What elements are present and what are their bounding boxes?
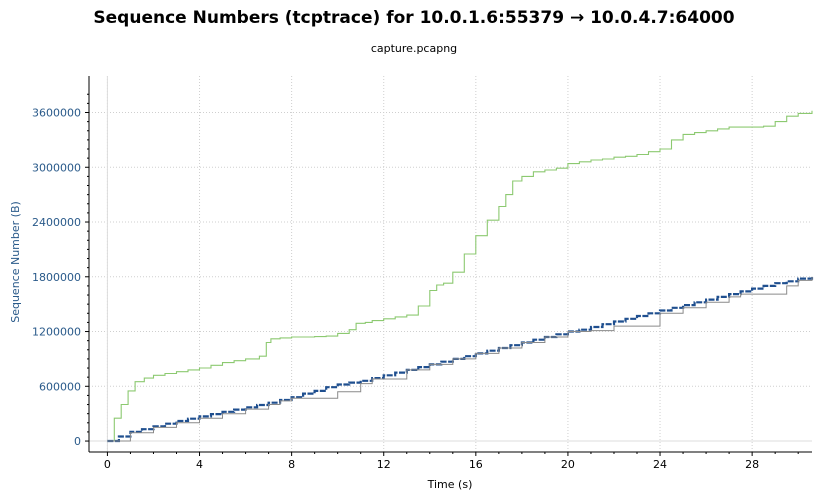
y-tick-label-5: 3000000 — [32, 161, 81, 174]
y-tick-label-4: 2400000 — [32, 216, 81, 229]
x-tick-label-3: 12 — [377, 458, 391, 471]
x-tick-label-2: 8 — [288, 458, 295, 471]
grid-lines — [89, 76, 812, 452]
window-series-line — [107, 110, 813, 442]
y-tick-label-3: 1800000 — [32, 271, 81, 284]
x-tick-label-6: 24 — [653, 458, 667, 471]
x-tick-label-5: 20 — [561, 458, 575, 471]
chart-subtitle: capture.pcapng — [371, 42, 457, 55]
x-tick-label-0: 0 — [104, 458, 111, 471]
x-tick-label-4: 16 — [469, 458, 483, 471]
y-tick-label-1: 600000 — [39, 380, 81, 393]
y-tick-label-6: 3600000 — [32, 107, 81, 120]
x-axis-label: Time (s) — [427, 478, 473, 491]
x-tick-label-7: 28 — [745, 458, 759, 471]
x-tick-label-1: 4 — [196, 458, 203, 471]
y-tick-label-0: 0 — [74, 435, 81, 448]
ack-series-line — [107, 276, 813, 442]
chart-title: Sequence Numbers (tcptrace) for 10.0.1.6… — [93, 8, 734, 28]
y-axis-label: Sequence Number (B) — [9, 201, 22, 323]
axes: 0 600000 1200000 1800000 2400000 3000000 36000… — [32, 76, 812, 471]
series-group — [107, 110, 814, 443]
y-tick-label-2: 1200000 — [32, 326, 81, 339]
